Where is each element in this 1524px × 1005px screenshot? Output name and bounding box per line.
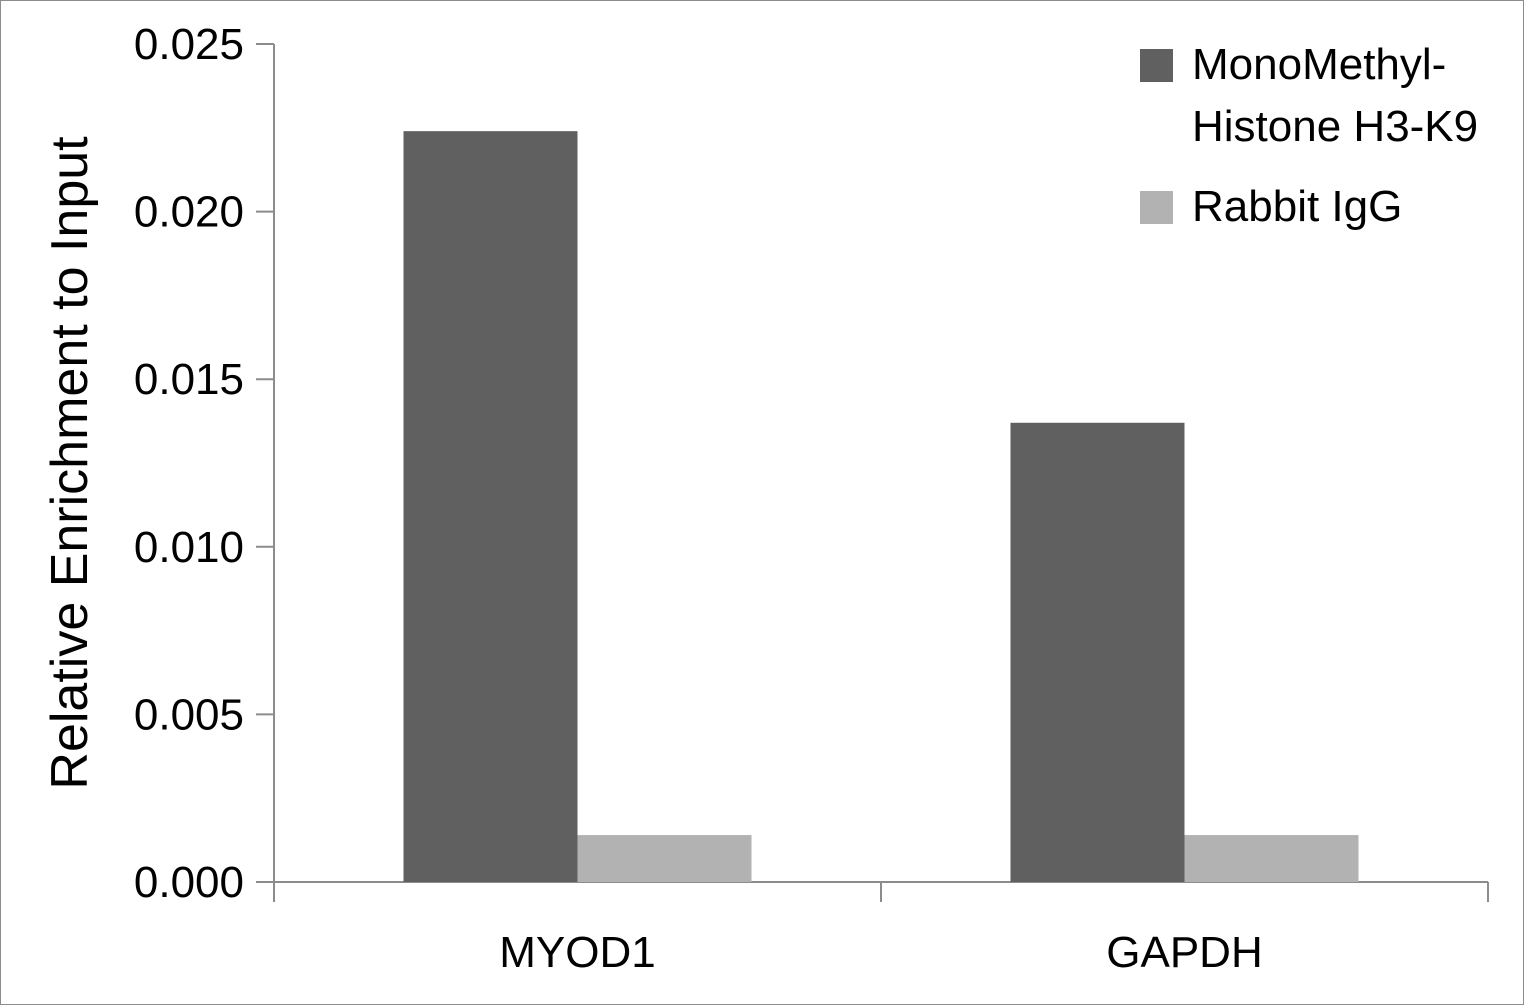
legend-label: Histone H3-K9 — [1192, 102, 1478, 151]
bars — [403, 131, 1359, 883]
y-tick-label: 0.000 — [134, 858, 244, 907]
y-axis-title-group: Relative Enrichment to Input — [41, 136, 99, 790]
y-axis: 0.000 0.005 0.010 0.015 0.020 0.025 — [134, 20, 275, 907]
y-tick-label: 0.010 — [134, 523, 244, 572]
y-tick-label: 0.015 — [134, 355, 244, 404]
legend-label: MonoMethyl- — [1192, 40, 1446, 89]
y-axis-title: Relative Enrichment to Input — [41, 136, 99, 790]
x-category-label: MYOD1 — [499, 928, 655, 977]
bar-myod1-series-0 — [403, 131, 578, 883]
x-category-label: GAPDH — [1106, 928, 1262, 977]
bar-gapdh-series-1 — [1184, 835, 1359, 882]
legend-swatch — [1140, 49, 1173, 82]
legend: MonoMethyl- Histone H3-K9 Rabbit IgG — [1140, 40, 1478, 231]
bar-gapdh-series-0 — [1010, 422, 1185, 882]
legend-label: Rabbit IgG — [1192, 182, 1402, 231]
x-axis: MYOD1 GAPDH — [273, 881, 1489, 977]
y-tick-label: 0.020 — [134, 188, 244, 237]
y-tick-label: 0.025 — [134, 20, 244, 69]
bar-myod1-series-1 — [577, 835, 752, 882]
y-tick-label: 0.005 — [134, 690, 244, 739]
legend-swatch — [1140, 191, 1173, 224]
